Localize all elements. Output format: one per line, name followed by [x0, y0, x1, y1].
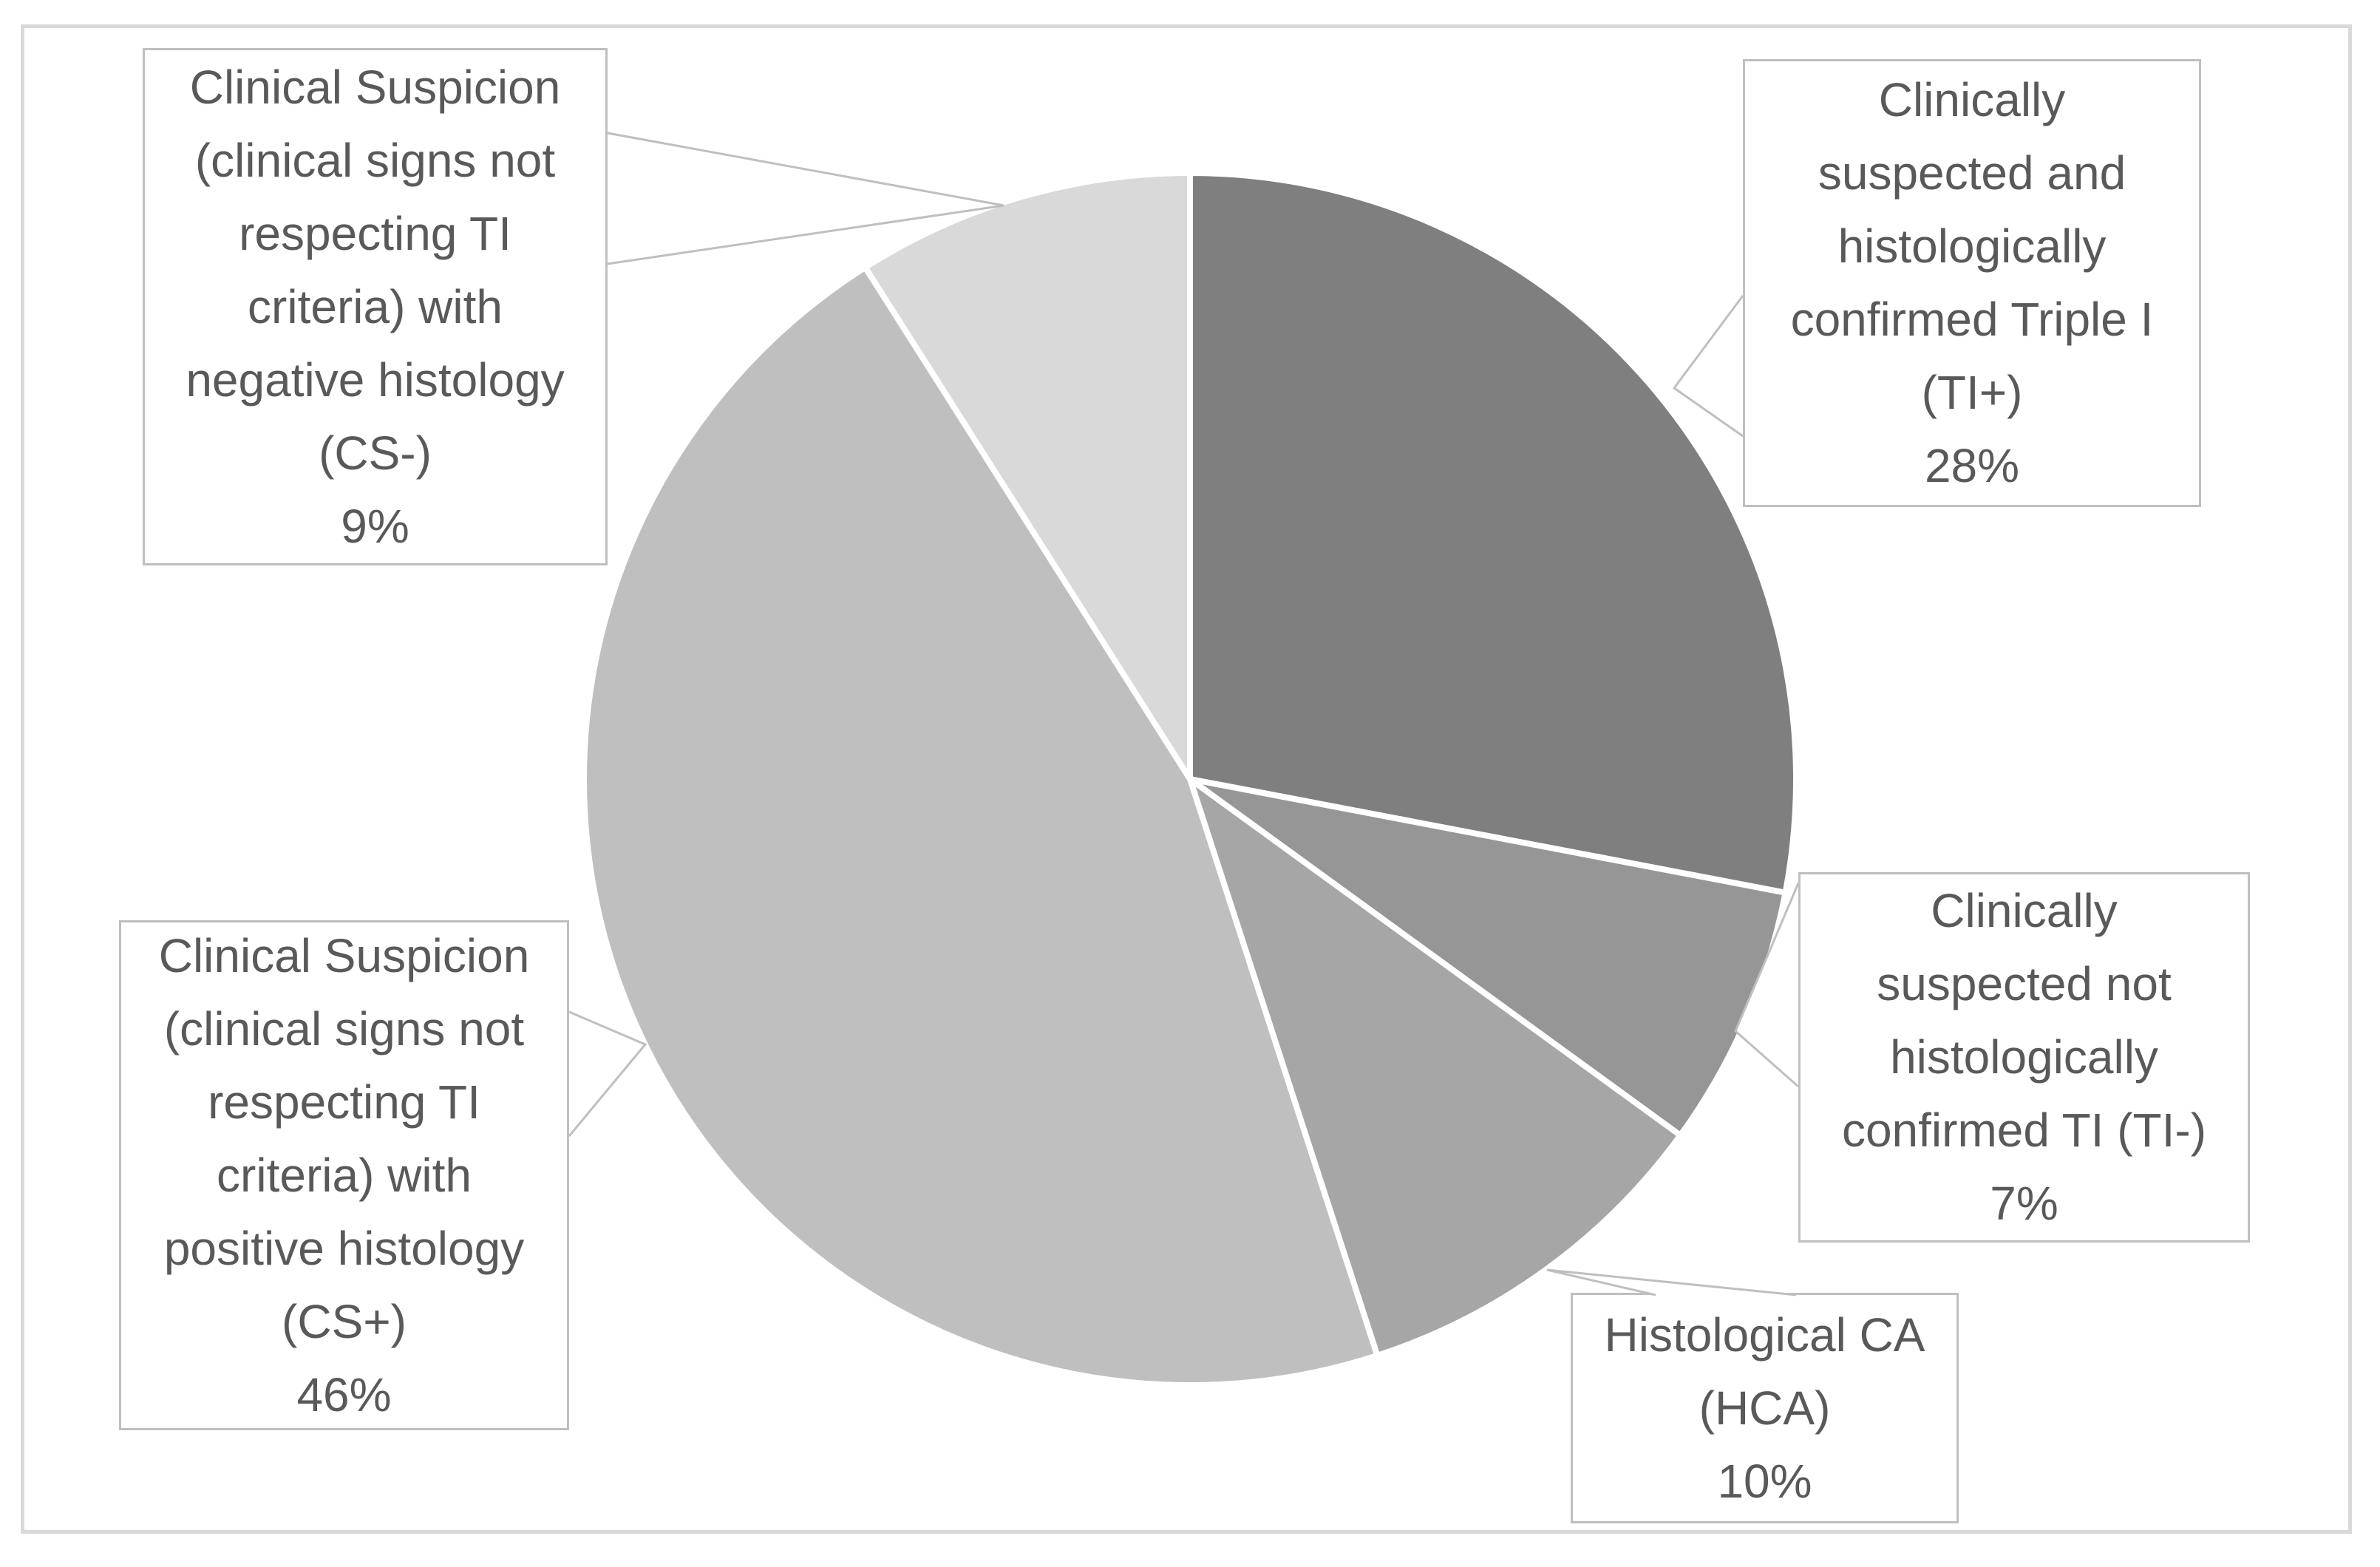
pie-slice-hca [1187, 776, 1684, 1359]
callout-label-line: negative histology [186, 353, 565, 407]
pie-slice-ti_plus [1187, 170, 1799, 896]
callout-label-line: Clinically [1931, 884, 2118, 937]
callout-cs-plus: Clinical Suspicion (clinical signs not res… [119, 920, 569, 1430]
callout-label-line: Clinically [1878, 73, 2066, 126]
callout-ti-minus: Clinically suspected not histologically con… [1798, 872, 2250, 1243]
callout-ti-plus: Clinically suspected and histologically con… [1743, 59, 2201, 507]
callout-label-line: criteria) with [217, 1148, 472, 1202]
callout-label-line: (HCA) [1699, 1381, 1831, 1435]
callout-label-line: histologically [1890, 1030, 2158, 1084]
callout-label-line: Clinical Suspicion [189, 60, 561, 114]
callout-label-line: (clinical signs not [163, 1002, 525, 1056]
callout-label-line: confirmed TI (TI-) [1841, 1104, 2207, 1157]
callout-label-line: positive histology [163, 1221, 525, 1275]
callout-label-line: (CS-) [319, 426, 432, 480]
callout-label-line: confirmed Triple I [1790, 293, 2154, 346]
callout-label-line: Histological CA [1604, 1308, 1925, 1362]
callout-percent: 10% [1717, 1454, 1812, 1508]
callout-percent: 46% [296, 1367, 392, 1421]
callout-label-line: suspected not [1877, 957, 2172, 1010]
callout-hca: Histological CA (HCA) 10% [1571, 1293, 1959, 1523]
callout-label-line: respecting TI [208, 1075, 480, 1129]
callout-cs-minus: Clinical Suspicion (clinical signs not res… [143, 48, 608, 565]
callout-percent: 28% [1924, 439, 2020, 492]
callout-percent: 9% [341, 499, 409, 553]
callout-label-line: histologically [1837, 220, 2107, 273]
callout-label-line: (TI+) [1921, 366, 2023, 419]
callout-percent: 7% [1990, 1177, 2058, 1230]
callout-label-line: suspected and [1818, 146, 2126, 200]
callout-label-line: (clinical signs not [194, 133, 556, 187]
callout-label-line: Clinical Suspicion [158, 928, 530, 982]
callout-label-line: criteria) with [248, 279, 503, 333]
callout-label-line: (CS+) [282, 1294, 407, 1348]
callout-label-line: respecting TI [239, 206, 511, 260]
